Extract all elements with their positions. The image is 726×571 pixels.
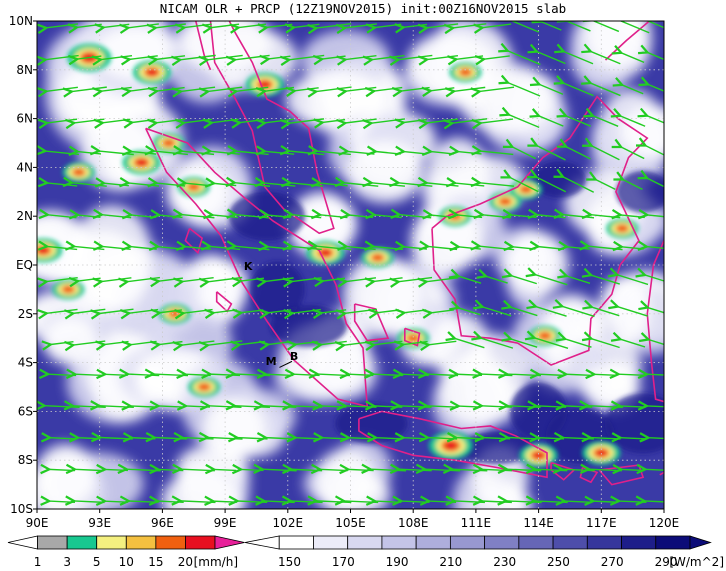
- olr-level-label: 190: [386, 555, 409, 569]
- olr-level-label: 290: [655, 555, 678, 569]
- olr-color-swatch: [484, 535, 520, 550]
- olr-color-swatch: [621, 535, 657, 550]
- y-tick-label: 2S: [18, 307, 33, 321]
- x-axis-labels: 90E 93E 96E 99E 102E 105E 108E 111E 114E 117E 120E: [26, 509, 680, 530]
- olr-color-swatch: [518, 535, 554, 550]
- olr-level-label: 170: [332, 555, 355, 569]
- y-tick-label: EQ: [16, 258, 33, 272]
- olr-color-swatch: [347, 535, 383, 550]
- y-tick-label: 4N: [16, 160, 33, 174]
- x-tick-label: 99E: [214, 516, 237, 530]
- x-tick-label: 93E: [88, 516, 111, 530]
- location-markers: K M B: [244, 260, 298, 368]
- chart-title: NICAM OLR + PRCP (12Z19NOV2015) init:00Z…: [159, 1, 567, 16]
- precip-color-swatch: [96, 535, 127, 550]
- x-tick-label: 117E: [586, 516, 617, 530]
- x-tick-label: 96E: [151, 516, 174, 530]
- y-tick-label: 2N: [16, 209, 33, 223]
- x-tick-label: 102E: [273, 516, 304, 530]
- precip-level-label: 20: [178, 555, 193, 569]
- precip-level-label: 5: [93, 555, 101, 569]
- precip-color-swatch: [155, 535, 186, 550]
- location-marker: M: [266, 355, 277, 368]
- y-tick-label: 10N: [9, 14, 33, 28]
- olr-color-swatch: [313, 535, 349, 550]
- precip-level-label: 15: [148, 555, 163, 569]
- olr-colorbar: 150 170 190 210 230 250 270 290[W/m^2]: [244, 535, 724, 569]
- precip-colorbar: 1 3 5 10 15 20 [mm/h]: [7, 535, 245, 569]
- olr-level-label: 150: [278, 555, 301, 569]
- precip-level-label: 10: [119, 555, 134, 569]
- y-tick-label: 10S: [10, 502, 33, 516]
- olr-color-swatch: [655, 535, 691, 550]
- precip-level-label: 1: [34, 555, 42, 569]
- olr-level-label: 250: [547, 555, 570, 569]
- precip-level-label: 3: [63, 555, 71, 569]
- precip-color-swatch: [185, 535, 216, 550]
- x-tick-label: 111E: [461, 516, 492, 530]
- precip-color-swatch: [37, 535, 68, 550]
- precip-color-swatch: [125, 535, 157, 550]
- olr-level-label: 270: [601, 555, 624, 569]
- olr-color-swatch: [278, 535, 314, 550]
- y-tick-label: 6S: [18, 404, 33, 418]
- y-tick-label: 8N: [16, 63, 33, 77]
- map-plot-area: [37, 21, 664, 509]
- olr-color-swatch: [552, 535, 588, 550]
- olr-level-label: 210: [439, 555, 462, 569]
- y-tick-label: 8S: [18, 453, 33, 467]
- y-tick-label: 6N: [16, 112, 33, 126]
- x-tick-label: 120E: [649, 516, 680, 530]
- x-tick-label: 108E: [398, 516, 429, 530]
- wind-vectors: [45, 21, 664, 503]
- y-tick-label: 4S: [18, 356, 33, 370]
- precip-unit: [mm/h]: [194, 555, 238, 569]
- olr-unit: [W/m^2]: [669, 555, 724, 569]
- x-tick-label: 105E: [335, 516, 366, 530]
- olr-color-swatch: [415, 535, 451, 550]
- x-tick-label: 90E: [26, 516, 49, 530]
- y-axis-labels: 10N 8N 6N 4N 2N EQ 2S 4S 6S 8S 10S: [9, 14, 37, 516]
- olr-color-swatch: [586, 535, 622, 550]
- precip-color-swatch: [66, 535, 98, 550]
- x-tick-label: 114E: [523, 516, 554, 530]
- location-marker: K: [244, 260, 253, 273]
- olr-color-swatch: [449, 535, 486, 550]
- olr-level-label: 230: [493, 555, 516, 569]
- location-marker: B: [290, 350, 298, 363]
- olr-color-swatch: [381, 535, 417, 550]
